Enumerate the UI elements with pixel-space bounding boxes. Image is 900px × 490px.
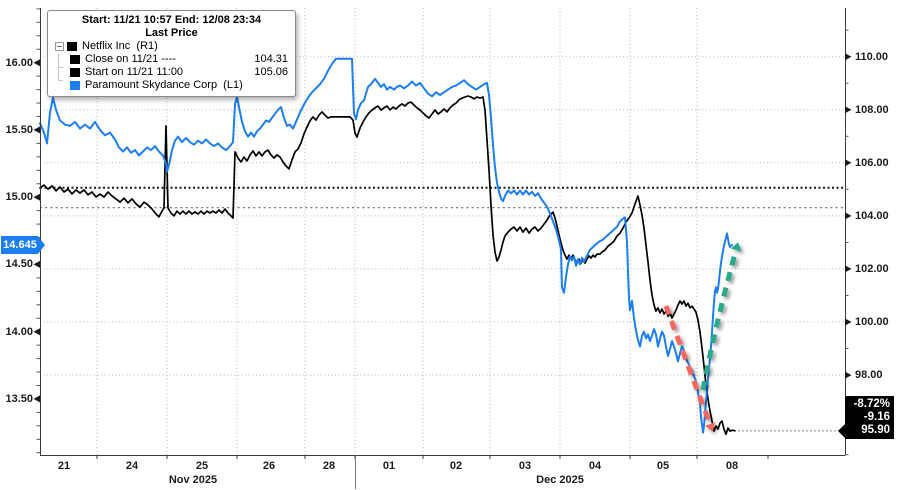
legend-value: 104.31: [254, 53, 288, 65]
left-axis-tick-label: 16.00: [5, 56, 33, 69]
right-tick-pointer: [845, 318, 852, 326]
legend-label: Paramount Skydance Corp (L1): [85, 79, 243, 91]
legend-date-range: Start: 11/21 10:57 End: 12/08 23:34: [81, 14, 262, 26]
x-axis-day-label: 05: [656, 460, 670, 472]
left-axis-tick-label: 15.00: [5, 191, 33, 204]
left-axis-tick-label: 14.00: [5, 325, 33, 338]
left-tick-pointer: [33, 126, 40, 134]
x-axis-day-label: 25: [195, 460, 209, 472]
up-trend-arrow: [700, 249, 739, 391]
legend-label: Start on 11/21 11:00: [85, 66, 184, 78]
right-tick-pointer: [845, 53, 852, 61]
x-axis-day-label: 08: [725, 460, 739, 472]
x-axis-day-label: 03: [518, 460, 532, 472]
left-tick-pointer: [33, 193, 40, 201]
paramount-last-price-badge: 14.645: [1, 236, 45, 254]
series-netflix: [39, 95, 736, 436]
left-axis-tick-label: 15.50: [5, 123, 33, 136]
right-axis-tick-label: 98.00: [855, 369, 883, 382]
left-axis-tick-label: 13.50: [5, 392, 33, 405]
legend-item-start-line[interactable]: Start on 11/21 11:00 105.06: [55, 66, 288, 79]
netflix-last-price-badge: -8.72% -9.16 95.90: [838, 396, 894, 439]
legend-item-close-line[interactable]: Close on 11/21 ---- 104.31: [55, 53, 288, 66]
left-tick-pointer: [33, 59, 40, 67]
legend-item-paramount[interactable]: Paramount Skydance Corp (L1): [55, 79, 288, 92]
legend-label: Netflix Inc (R1): [82, 40, 158, 52]
x-axis-day-label: 26: [262, 460, 276, 472]
right-axis-tick-label: 108.00: [855, 103, 889, 116]
x-axis-day-label: 02: [449, 460, 463, 472]
netflix-pct-change: -8.72%: [853, 398, 890, 410]
right-axis-tick-label: 102.00: [855, 262, 889, 275]
legend-subtitle: Last Price: [145, 27, 198, 39]
left-tick-pointer: [33, 395, 40, 403]
netflix-net-change: -9.16: [863, 411, 890, 423]
paramount-swatch: [70, 81, 80, 90]
right-axis-tick-label: 110.00: [855, 50, 889, 63]
tree-collapse-icon[interactable]: [55, 42, 64, 51]
left-axis-tick-label: 14.50: [5, 258, 33, 271]
x-axis-day-label: 28: [322, 460, 336, 472]
x-axis-day-label: 04: [588, 460, 602, 472]
series-paramount: [39, 57, 733, 434]
up-trend-arrow-head: [730, 242, 742, 252]
left-tick-pointer: [33, 328, 40, 336]
right-axis-tick-label: 100.00: [855, 316, 889, 328]
down-trend-arrow: [663, 305, 713, 425]
right-tick-pointer: [845, 106, 852, 114]
close-line-swatch: [70, 55, 80, 64]
legend-tree-guide: [58, 80, 63, 81]
left-tick-pointer: [33, 260, 40, 268]
right-tick-pointer: [845, 371, 852, 379]
legend-box: Start: 11/21 10:57 End: 12/08 23:34 Last…: [47, 10, 296, 97]
right-tick-pointer: [845, 159, 852, 167]
x-axis-month-label: Nov 2025: [168, 474, 218, 486]
x-axis-day-label: 24: [125, 460, 139, 472]
start-line-swatch: [70, 68, 80, 77]
x-axis-month-label: Dec 2025: [536, 474, 584, 486]
legend-item-netflix[interactable]: Netflix Inc (R1): [55, 40, 288, 53]
x-axis-day-label: 01: [382, 460, 396, 472]
legend-value: 105.06: [254, 66, 288, 78]
right-axis-tick-label: 104.00: [855, 209, 889, 222]
right-tick-pointer: [845, 212, 852, 220]
down-trend-arrow-head: [704, 422, 716, 432]
legend-tree-guide: [58, 67, 63, 68]
netflix-swatch: [67, 42, 77, 51]
right-tick-pointer: [845, 265, 852, 273]
right-axis-tick-label: 106.00: [855, 156, 889, 169]
x-axis-day-label: 21: [57, 460, 71, 472]
netflix-last-price: 95.90: [861, 424, 890, 436]
legend-label: Close on 11/21 ----: [85, 53, 176, 65]
